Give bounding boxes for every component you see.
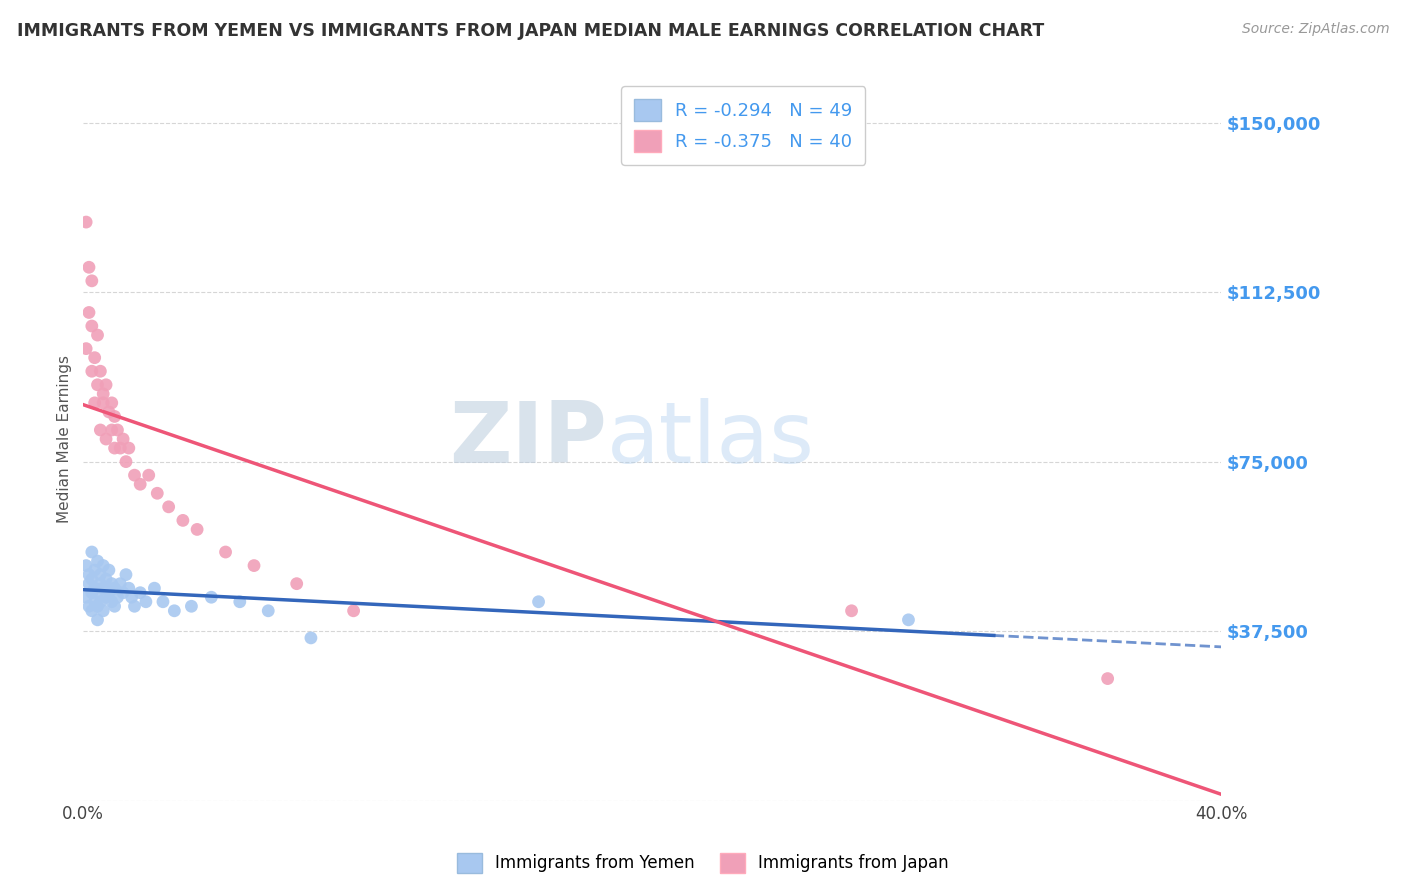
Point [80, 604, 103, 618]
Point [143, 581, 166, 595]
Point [91, 604, 114, 618]
Point [86, 613, 108, 627]
Text: atlas: atlas [607, 398, 815, 481]
Point [112, 585, 135, 599]
Point [527, 595, 550, 609]
Point [97, 405, 120, 419]
Point [94, 572, 117, 586]
Point [91, 387, 114, 401]
Point [118, 581, 141, 595]
Point [77, 567, 100, 582]
Point [129, 585, 152, 599]
Point [86, 554, 108, 568]
Point [129, 477, 152, 491]
Point [77, 576, 100, 591]
Point [104, 599, 127, 614]
Point [77, 260, 100, 275]
Point [115, 567, 138, 582]
Point [75, 591, 97, 605]
Point [229, 595, 252, 609]
Point [86, 377, 108, 392]
Point [100, 576, 122, 591]
Point [146, 486, 169, 500]
Point [80, 545, 103, 559]
Point [91, 558, 114, 573]
Point [97, 563, 120, 577]
Y-axis label: Median Male Earnings: Median Male Earnings [58, 355, 72, 523]
Point [89, 423, 111, 437]
Point [107, 423, 129, 437]
Text: IMMIGRANTS FROM YEMEN VS IMMIGRANTS FROM JAPAN MEDIAN MALE EARNINGS CORRELATION : IMMIGRANTS FROM YEMEN VS IMMIGRANTS FROM… [17, 22, 1045, 40]
Point [89, 364, 111, 378]
Point [897, 613, 920, 627]
Point [112, 432, 135, 446]
Point [75, 558, 97, 573]
Legend: Immigrants from Yemen, Immigrants from Japan: Immigrants from Yemen, Immigrants from J… [450, 847, 956, 880]
Point [100, 396, 122, 410]
Point [86, 599, 108, 614]
Point [94, 591, 117, 605]
Point [80, 364, 103, 378]
Point [186, 523, 208, 537]
Point [86, 328, 108, 343]
Point [163, 604, 186, 618]
Point [80, 585, 103, 599]
Point [1097, 672, 1119, 686]
Point [83, 351, 105, 365]
Point [107, 591, 129, 605]
Point [86, 585, 108, 599]
Point [121, 591, 143, 605]
Point [75, 215, 97, 229]
Point [285, 576, 308, 591]
Point [180, 599, 202, 614]
Point [77, 305, 100, 319]
Point [118, 441, 141, 455]
Point [115, 455, 138, 469]
Point [94, 432, 117, 446]
Point [257, 604, 280, 618]
Point [91, 396, 114, 410]
Point [104, 581, 127, 595]
Point [110, 441, 132, 455]
Text: ZIP: ZIP [449, 398, 607, 481]
Point [91, 581, 114, 595]
Point [214, 545, 236, 559]
Point [243, 558, 266, 573]
Point [100, 595, 122, 609]
Point [80, 274, 103, 288]
Point [83, 595, 105, 609]
Point [172, 513, 194, 527]
Point [152, 595, 174, 609]
Point [83, 581, 105, 595]
Point [89, 595, 111, 609]
Point [157, 500, 180, 514]
Point [299, 631, 322, 645]
Point [200, 591, 222, 605]
Point [97, 585, 120, 599]
Point [89, 576, 111, 591]
Point [80, 572, 103, 586]
Point [124, 599, 146, 614]
Point [83, 563, 105, 577]
Point [80, 319, 103, 334]
Point [89, 567, 111, 582]
Point [75, 342, 97, 356]
Point [841, 604, 863, 618]
Point [124, 468, 146, 483]
Point [94, 377, 117, 392]
Point [77, 599, 100, 614]
Point [104, 441, 127, 455]
Point [135, 595, 157, 609]
Point [83, 396, 105, 410]
Point [104, 409, 127, 424]
Point [138, 468, 160, 483]
Point [110, 576, 132, 591]
Point [100, 423, 122, 437]
Legend: R = -0.294   N = 49, R = -0.375   N = 40: R = -0.294 N = 49, R = -0.375 N = 40 [621, 87, 865, 165]
Point [342, 604, 364, 618]
Text: Source: ZipAtlas.com: Source: ZipAtlas.com [1241, 22, 1389, 37]
